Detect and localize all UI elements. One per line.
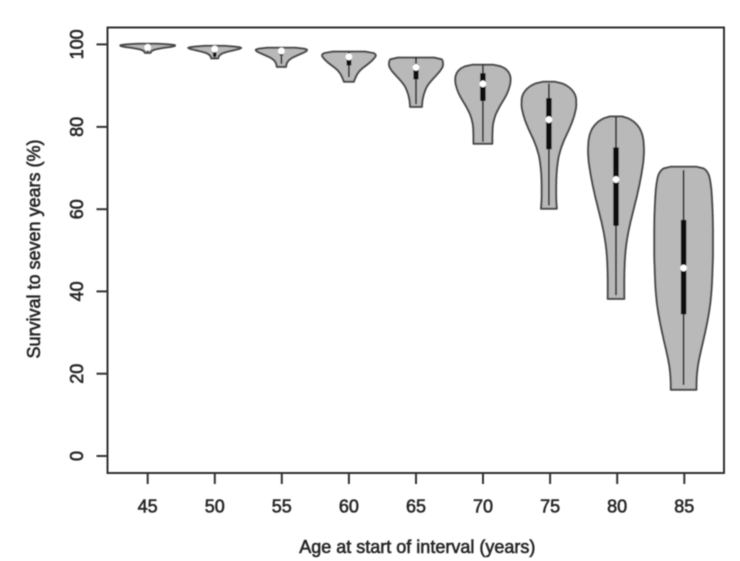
svg-text:100: 100 [67, 29, 87, 59]
svg-text:50: 50 [205, 496, 225, 516]
svg-text:80: 80 [67, 117, 87, 137]
svg-text:55: 55 [272, 496, 292, 516]
svg-text:60: 60 [67, 199, 87, 219]
svg-text:40: 40 [67, 281, 87, 301]
svg-text:45: 45 [138, 496, 158, 516]
svg-text:80: 80 [607, 496, 627, 516]
svg-text:70: 70 [473, 496, 493, 516]
svg-text:20: 20 [67, 364, 87, 384]
svg-text:Age at start of interval (year: Age at start of interval (years) [299, 537, 535, 557]
svg-text:65: 65 [406, 496, 426, 516]
svg-text:Survival to seven years (%): Survival to seven years (%) [24, 139, 44, 358]
svg-text:0: 0 [67, 451, 87, 461]
svg-text:75: 75 [540, 496, 560, 516]
svg-text:85: 85 [674, 496, 694, 516]
svg-text:60: 60 [339, 496, 359, 516]
